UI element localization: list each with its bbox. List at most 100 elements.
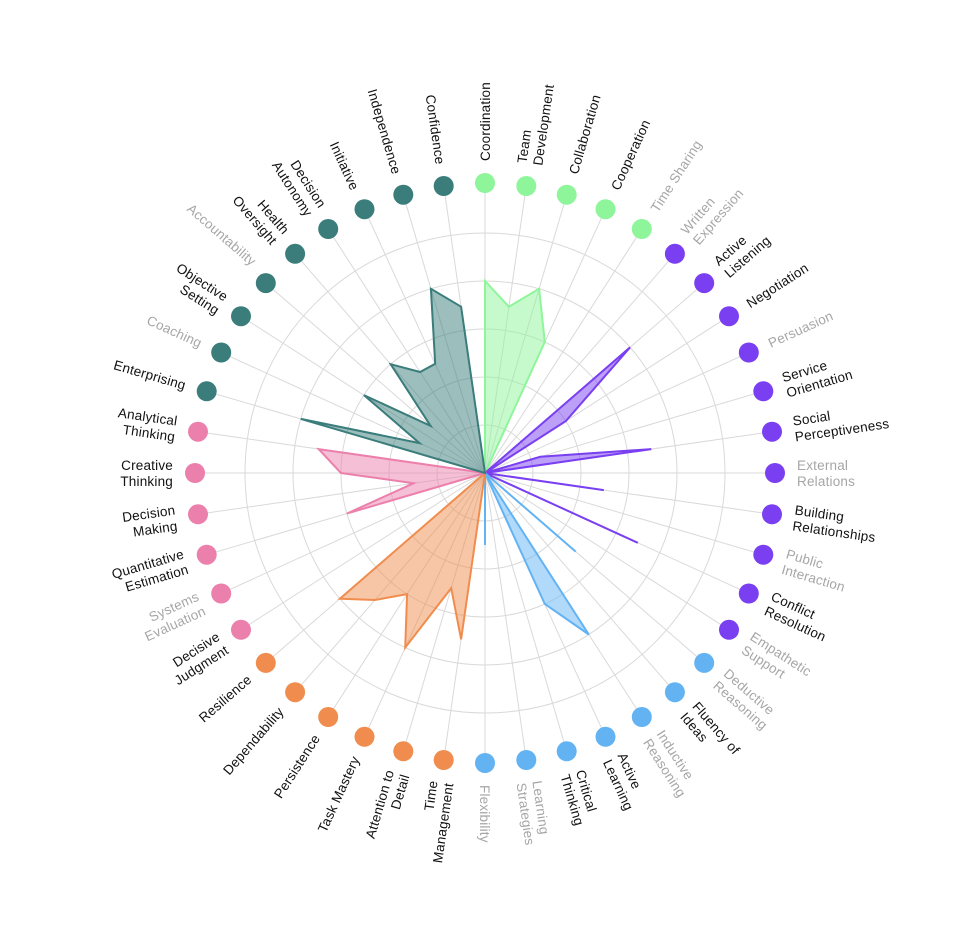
- axis-marker-conflict-resolution[interactable]: [738, 583, 759, 604]
- axis-label-negotiation: Negotiation: [744, 260, 811, 311]
- axis-label-independence: Independence: [365, 87, 404, 176]
- axis-label-decision-making: DecisionMaking: [121, 503, 178, 541]
- spoke-time-sharing: [484, 228, 643, 474]
- axis-marker-service-orientation[interactable]: [753, 381, 774, 402]
- axis-marker-health-oversight[interactable]: [285, 243, 306, 264]
- axis-marker-public-interaction[interactable]: [753, 544, 774, 565]
- axis-label-analytical-thinking: AnalyticalThinking: [115, 405, 179, 444]
- axis-marker-negotiation[interactable]: [719, 306, 739, 327]
- axis-marker-dependability[interactable]: [285, 682, 306, 703]
- axis-marker-building-relationships[interactable]: [762, 504, 782, 525]
- series-area-green: [484, 278, 546, 474]
- axis-label-social-perceptiveness: SocialPerceptiveness: [792, 400, 891, 444]
- axis-label-external-relations: External Relations: [797, 458, 855, 489]
- axis-marker-time-management[interactable]: [433, 750, 454, 770]
- axis-marker-persistence[interactable]: [318, 707, 339, 727]
- axis-marker-cooperation[interactable]: [595, 199, 616, 220]
- axis-label-public-interaction: PublicInteraction: [780, 547, 851, 595]
- axis-marker-collaboration[interactable]: [556, 184, 577, 205]
- axis-marker-learning-strategies[interactable]: [516, 750, 537, 770]
- axis-marker-external-relations[interactable]: [765, 463, 785, 483]
- axis-label-time-management: TimeManagement: [414, 780, 456, 864]
- spoke-systems-evaluation: [220, 472, 486, 594]
- axis-marker-social-perceptiveness[interactable]: [762, 421, 782, 442]
- spoke-critical-thinking: [484, 472, 568, 752]
- axis-marker-decisive-judgment[interactable]: [231, 619, 251, 640]
- axis-marker-decision-making[interactable]: [188, 504, 208, 525]
- axis-marker-active-listening[interactable]: [694, 273, 715, 294]
- axis-marker-empathetic-support[interactable]: [719, 619, 739, 640]
- axis-marker-written-expression[interactable]: [664, 243, 685, 264]
- axis-markers: [185, 173, 785, 773]
- axis-label-health-oversight: HealthOversight: [230, 182, 292, 247]
- axis-marker-coordination[interactable]: [475, 173, 495, 193]
- axis-label-coaching: Coaching: [145, 313, 205, 351]
- axis-label-objective-setting: ObjectiveSetting: [165, 260, 231, 317]
- axis-marker-creative-thinking[interactable]: [185, 463, 205, 483]
- axis-label-attention-to-detail: Attention toDetail: [363, 768, 413, 845]
- axis-label-service-orientation: ServiceOrientation: [780, 351, 854, 400]
- axis-marker-objective-setting[interactable]: [231, 306, 251, 327]
- axis-label-building-relationships: BuildingRelationships: [792, 503, 879, 546]
- spoke-public-interaction: [484, 472, 764, 556]
- axis-label-team-development: TeamDevelopment: [515, 81, 557, 166]
- axis-label-persuasion: Persuasion: [766, 308, 835, 351]
- axis-marker-systems-evaluation[interactable]: [211, 583, 232, 604]
- spoke-fluency-of-ideas: [484, 472, 676, 693]
- axis-marker-inductive-reasoning[interactable]: [631, 707, 652, 727]
- axis-marker-resilience[interactable]: [255, 652, 276, 673]
- axis-label-dependability: Dependability: [220, 704, 287, 778]
- axis-marker-accountability[interactable]: [255, 273, 276, 294]
- series-area-purple: [483, 346, 652, 544]
- axis-label-creative-thinking: Creative Thinking: [120, 458, 173, 489]
- axis-marker-analytical-thinking[interactable]: [188, 421, 208, 442]
- axis-marker-decision-autonomy[interactable]: [318, 219, 339, 239]
- axis-marker-critical-thinking[interactable]: [556, 741, 577, 762]
- axis-label-persistence: Persistence: [271, 732, 323, 801]
- axis-label-quantitative-estimation: QuantitativeEstimation: [110, 547, 190, 598]
- series-area-blue: [484, 470, 590, 636]
- axis-marker-deductive-reasoning[interactable]: [694, 652, 715, 673]
- axis-label-time-sharing: Time Sharing: [648, 138, 705, 215]
- axis-label-cooperation: Cooperation: [608, 117, 653, 192]
- spoke-learning-strategies: [484, 472, 527, 761]
- axis-marker-enterprising[interactable]: [196, 381, 217, 402]
- axis-marker-quantitative-estimation[interactable]: [196, 544, 217, 565]
- axis-label-conflict-resolution: ConflictResolution: [762, 589, 835, 645]
- axis-marker-coaching[interactable]: [211, 342, 232, 363]
- axis-label-fluency-of-ideas: Fluency ofIdeas: [677, 699, 743, 768]
- axis-marker-flexibility[interactable]: [475, 753, 495, 773]
- axis-marker-task-mastery[interactable]: [354, 726, 375, 747]
- axis-label-collaboration: Collaboration: [566, 93, 604, 176]
- axis-marker-persuasion[interactable]: [738, 342, 759, 363]
- axis-label-decision-autonomy: DecisionAutonomy: [269, 150, 329, 219]
- axis-label-confidence: Confidence: [423, 94, 448, 166]
- axis-marker-time-sharing[interactable]: [631, 219, 652, 239]
- axis-marker-attention-to-detail[interactable]: [393, 741, 414, 762]
- series-area-orange: [337, 470, 487, 651]
- axis-label-flexibility: Flexibility: [477, 785, 492, 843]
- spoke-written-expression: [484, 253, 676, 474]
- axis-marker-active-learning[interactable]: [595, 726, 616, 747]
- axis-label-inductive-reasoning: InductiveReasoning: [640, 727, 702, 800]
- axis-label-coordination: Coordination: [478, 82, 493, 161]
- axis-label-learning-strategies: LearningStrategies: [514, 780, 554, 847]
- series-areas: [300, 278, 652, 651]
- axis-label-systems-evaluation: SystemsEvaluation: [136, 589, 208, 644]
- spoke-decisive-judgment: [240, 472, 486, 631]
- axis-label-resilience: Resilience: [196, 672, 254, 725]
- axis-label-critical-thinking: CriticalThinking: [558, 768, 603, 827]
- axis-label-enterprising: Enterprising: [112, 357, 188, 392]
- axis-label-decisive-judgment: DecisiveJudgment: [163, 629, 231, 688]
- axis-label-active-listening: ActiveListening: [711, 221, 774, 281]
- axis-marker-initiative[interactable]: [354, 199, 375, 220]
- axis-label-initiative: Initiative: [327, 139, 362, 192]
- spoke-empathetic-support: [484, 472, 730, 631]
- axis-marker-team-development[interactable]: [516, 176, 537, 196]
- axis-marker-fluency-of-ideas[interactable]: [664, 682, 685, 703]
- axis-marker-independence[interactable]: [393, 184, 414, 205]
- series-area-pink: [316, 447, 486, 515]
- axis-marker-confidence[interactable]: [433, 176, 454, 196]
